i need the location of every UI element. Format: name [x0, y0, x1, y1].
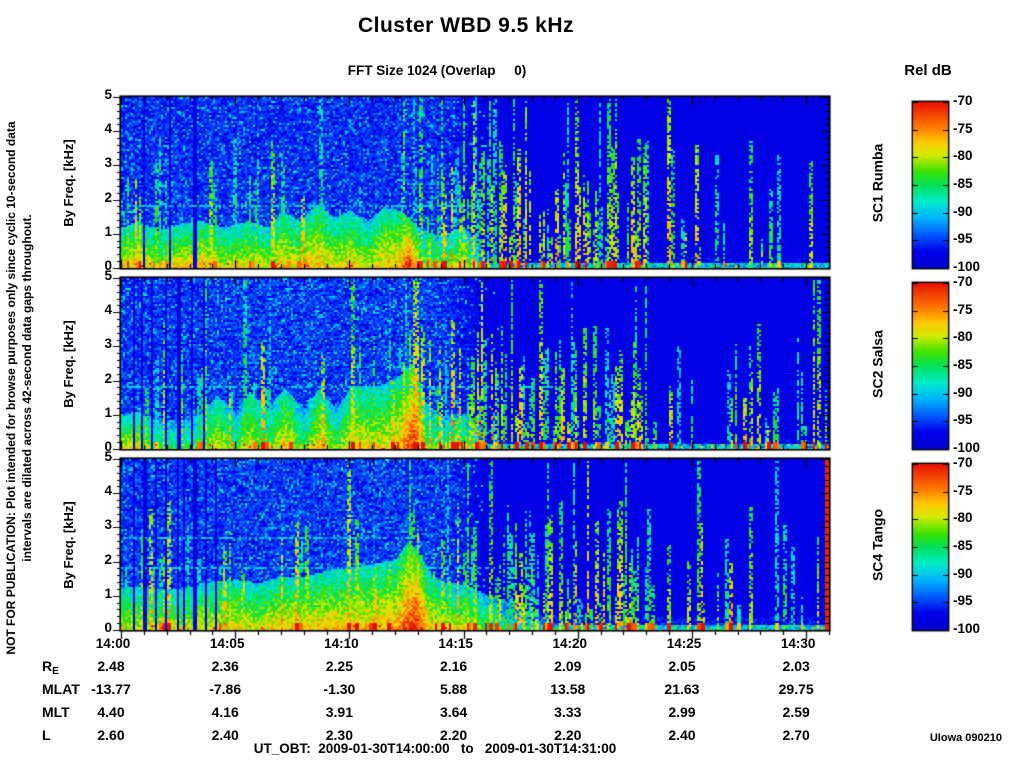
y-tick-label: 2 — [104, 189, 112, 205]
x-tick-label: 14:00 — [95, 636, 131, 651]
y-tick-label: 3 — [104, 155, 112, 171]
y-tick-label: 3 — [104, 517, 112, 533]
colorbar-tick-label: -100 — [953, 259, 981, 274]
ephemeris-value: 2.09 — [554, 658, 582, 674]
y-axis-title: By Freq. [kHz] — [60, 138, 76, 227]
y-tick-label: 4 — [104, 121, 112, 137]
ephemeris-row-label: MLAT — [42, 681, 80, 697]
y-tick-label: 1 — [104, 223, 112, 239]
panel-name-label: SC4 Tango — [869, 508, 886, 581]
watermark-line-1: NOT FOR PUBLICATION: Plot intended for b… — [4, 121, 18, 655]
panel-name-label: SC2 Salsa — [869, 329, 886, 398]
ephemeris-value: 3.91 — [325, 704, 353, 720]
x-tick-label: 14:25 — [666, 636, 702, 651]
page-title: Cluster WBD 9.5 kHz — [357, 14, 575, 37]
colorbar-tick-label: -90 — [953, 203, 973, 219]
colorbar-tick-label: -85 — [953, 176, 973, 191]
ephemeris-value: 2.25 — [325, 658, 353, 674]
colorbar-tick-label: -80 — [953, 329, 973, 345]
y-tick-label: 1 — [104, 404, 112, 420]
colorbar-tick-label: -70 — [953, 455, 973, 470]
ut-obt-range: UT_OBT: 2009-01-30T14:00:00 to 2009-01-3… — [253, 741, 617, 756]
colorbar-tick-label: -95 — [953, 593, 973, 609]
y-tick-label: 0 — [104, 439, 112, 454]
colorbar-tick-label: -95 — [953, 231, 973, 247]
y-axis-title: By Freq. [kHz] — [60, 319, 76, 408]
ephemeris-value: 2.03 — [782, 658, 810, 674]
credit-stamp: UIowa 090210 — [929, 732, 1002, 744]
colorbar-tick-label: -90 — [953, 384, 973, 400]
ephemeris-value: -7.86 — [209, 681, 242, 697]
not-for-publication-watermark: NOT FOR PUBLICATION: Plot intended for b… — [3, 121, 35, 654]
ephemeris-value: 2.20 — [554, 727, 582, 743]
y-tick-label: 0 — [104, 258, 112, 273]
colorbar-tick-label: -80 — [953, 148, 973, 164]
colorbar-tick-label: -90 — [953, 565, 973, 581]
y-axis-title: By Freq. [kHz] — [60, 500, 76, 589]
ephemeris-value: 2.70 — [782, 727, 810, 743]
colorbar-tick-label: -85 — [953, 357, 973, 372]
y-tick-label: 2 — [104, 370, 112, 386]
ephemeris-value: 2.99 — [668, 704, 696, 720]
ephemeris-value: -13.77 — [91, 681, 131, 697]
ephemeris-value: 4.40 — [97, 704, 125, 720]
y-tick-label: 3 — [104, 336, 112, 352]
x-tick-label: 14:10 — [324, 636, 359, 651]
ephemeris-value: 3.64 — [439, 704, 468, 720]
colorbar-tick-label: -75 — [953, 301, 973, 317]
colorbar-title: Rel dB — [904, 62, 952, 79]
ephemeris-value: 2.20 — [439, 727, 468, 743]
ephemeris-value: 2.40 — [668, 727, 696, 743]
colorbar-tick-label: -85 — [953, 538, 973, 553]
colorbar-tick-label: -75 — [953, 120, 973, 136]
ephemeris-value: 2.36 — [211, 658, 239, 674]
x-tick-label: 14:05 — [209, 636, 245, 651]
ephemeris-value: 2.05 — [668, 658, 696, 674]
ephemeris-value: 4.16 — [211, 704, 239, 720]
x-tick-label: 14:20 — [552, 636, 588, 651]
y-tick-label: 5 — [104, 268, 112, 283]
y-tick-label: 5 — [104, 449, 112, 464]
ephemeris-row-label-subscript: E — [52, 666, 59, 677]
y-tick-label: 0 — [104, 620, 112, 635]
ephemeris-value: 21.63 — [664, 681, 700, 697]
ephemeris-value: 2.40 — [211, 727, 239, 743]
ephemeris-value: 5.88 — [439, 681, 468, 697]
ephemeris-value: 2.59 — [782, 704, 810, 720]
ephemeris-value: -1.30 — [323, 681, 356, 697]
ephemeris-value: 2.30 — [325, 727, 353, 743]
colorbar-tick-label: -70 — [953, 274, 973, 289]
y-tick-label: 5 — [104, 87, 112, 102]
y-tick-label: 4 — [104, 302, 112, 318]
colorbar-tick-label: -95 — [953, 412, 973, 428]
ephemeris-row-label: RE — [42, 658, 59, 677]
ephemeris-value: 2.16 — [439, 658, 468, 674]
fft-subtitle: FFT Size 1024 (Overlap 0) — [347, 63, 527, 78]
colorbar-tick-label: -80 — [953, 510, 973, 526]
ephemeris-value: 2.48 — [97, 658, 125, 674]
y-tick-label: 4 — [104, 483, 112, 499]
x-tick-label: 14:15 — [438, 636, 473, 651]
y-tick-label: 1 — [104, 585, 112, 601]
colorbar-tick-label: -70 — [953, 93, 973, 108]
colorbar-tick-label: -100 — [953, 621, 981, 636]
ephemeris-value: 29.75 — [778, 681, 814, 697]
colorbar-tick-label: -75 — [953, 482, 973, 498]
ephemeris-value: 2.60 — [97, 727, 125, 743]
watermark-line-2: intervals are dilated across 42-second d… — [20, 214, 34, 562]
ephemeris-value: 3.33 — [554, 704, 582, 720]
ephemeris-row-label: L — [42, 727, 51, 743]
colorbar-tick-label: -100 — [953, 440, 981, 455]
ephemeris-value: 13.58 — [550, 681, 586, 697]
panel-name-label: SC1 Rumba — [869, 143, 886, 222]
x-tick-label: 14:30 — [780, 636, 816, 651]
y-tick-label: 2 — [104, 551, 112, 567]
ephemeris-row-label: MLT — [42, 704, 70, 720]
